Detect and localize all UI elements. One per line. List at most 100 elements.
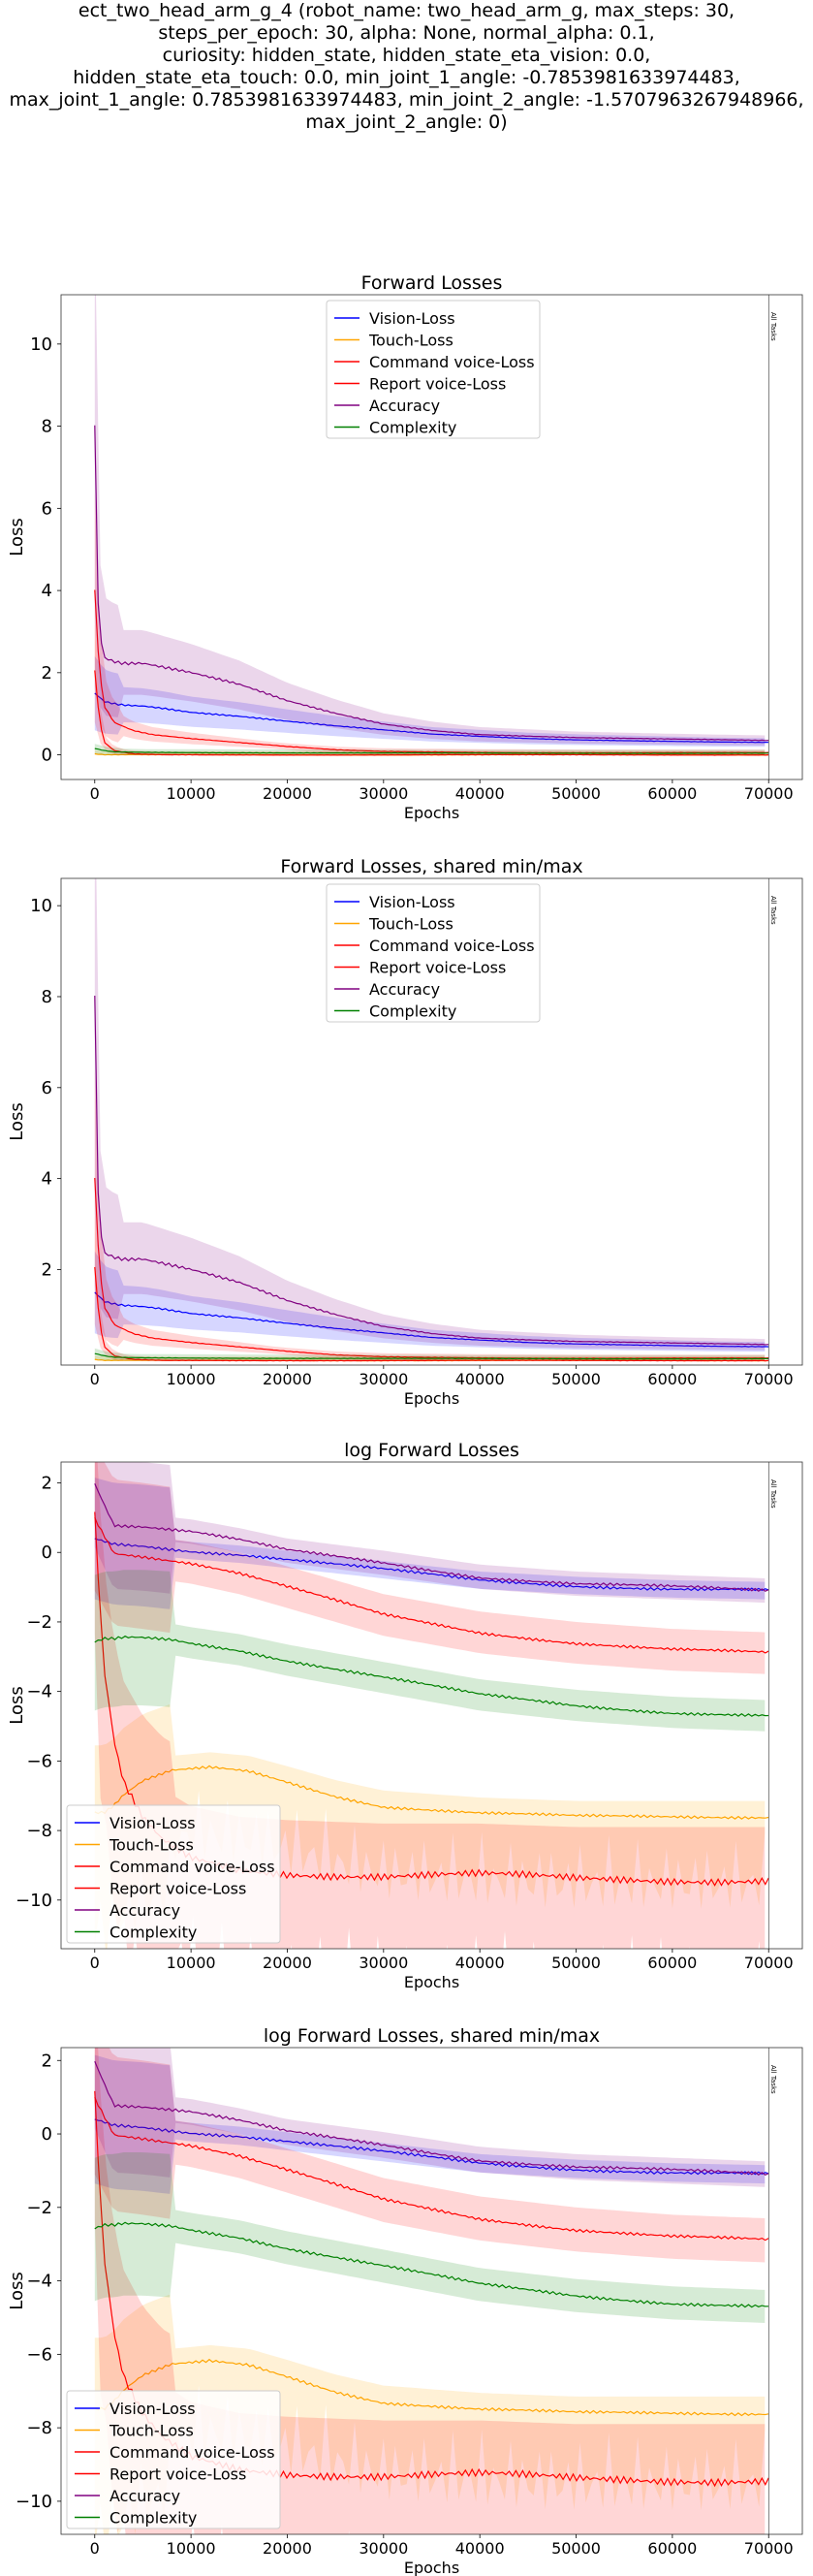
axes-frame [60,1461,803,1950]
x-tick-label: 30000 [359,1954,408,1972]
chart-panel: All Tasks 0 10000 20000 30000 40000 50000 60000… [7,1440,803,1991]
x-axis-label: Epochs [404,2559,459,2576]
suptitle-line: ect_two_head_arm_g_4 (robot_name: two_he… [78,0,735,21]
series-line [94,1352,769,1360]
series-band [94,1462,766,1674]
x-tick-label: 60000 [647,1370,697,1388]
legend: Vision-Loss Touch-Loss Command voice-Loss R… [66,1804,281,1944]
legend-label: Accuracy [109,2487,180,2505]
y-tick-label: −10 [16,2492,52,2512]
y-tick-label: −10 [16,1891,52,1911]
x-tick-label: 0 [90,1954,100,1972]
legend-label: Complexity [109,2509,197,2528]
series-layer [94,878,769,1362]
series-band [94,1478,766,1609]
y-tick-label: −2 [26,1612,52,1633]
y-tick-label: −8 [26,1821,52,1841]
series-line [94,1483,769,1592]
axes-frame [60,294,803,780]
chart-title: Forward Losses [361,272,503,294]
all-tasks-marker-label: All Tasks [769,312,777,341]
legend-label: Vision-Loss [369,309,455,328]
x-tick-label: 20000 [263,1370,312,1388]
y-tick-label: 10 [30,334,52,355]
chart-panel: All Tasks 0 10000 20000 30000 40000 50000 60000… [7,2025,803,2576]
legend-label: Report voice-Loss [109,2465,246,2484]
legend-label: Report voice-Loss [369,959,506,977]
x-tick-label: 20000 [263,1954,312,1972]
series-line [94,670,769,756]
series-band [94,1462,766,1604]
y-tick-label: 0 [42,2124,52,2145]
x-tick-label: 30000 [359,784,408,803]
legend-label: Command voice-Loss [109,2443,275,2462]
x-tick-label: 40000 [455,784,505,803]
legend: Vision-Loss Touch-Loss Command voice-Loss R… [326,883,541,1023]
series-line [94,1538,769,1592]
series-line [94,2096,769,2242]
y-tick-label: 2 [42,2051,52,2071]
series-band [94,2048,766,2187]
suptitle-line: curiosity: hidden_state, hidden_state_et… [162,45,651,66]
series-band [94,1570,766,1732]
legend-label: Complexity [369,1002,456,1021]
series-line [94,2118,769,2176]
legend-label: Accuracy [369,980,440,999]
y-tick-label: 4 [42,581,52,601]
y-tick-label: 8 [42,417,52,437]
series-line [94,1266,769,1362]
series-line [94,995,769,1346]
x-tick-label: 60000 [647,2539,697,2558]
x-tick-label: 40000 [455,2539,505,2558]
suptitle-line: hidden_state_eta_touch: 0.0, min_joint_1… [73,67,740,88]
x-tick-label: 50000 [551,784,601,803]
chart-panel: All Tasks 0 10000 20000 30000 40000 50000 60000… [7,272,803,822]
suptitle-line: steps_per_epoch: 30, alpha: None, normal… [158,22,655,44]
x-tick-label: 0 [90,784,100,803]
y-tick-label: −2 [26,2198,52,2218]
series-band [94,492,766,755]
x-tick-label: 70000 [744,2539,794,2558]
y-tick-label: −8 [26,2418,52,2438]
x-tick-label: 10000 [167,784,216,803]
y-axis-label: Loss [7,1102,27,1140]
suptitle-line: max_joint_1_angle: 0.7853981633974483, m… [9,89,804,111]
series-line [94,2060,769,2176]
x-tick-label: 20000 [263,2539,312,2558]
x-tick-label: 10000 [167,2539,216,2558]
x-tick-label: 70000 [744,1954,794,1972]
series-line [94,1635,769,1717]
series-band [94,2294,766,2534]
legend-label: Touch-Loss [109,2422,194,2440]
legend-label: Command voice-Loss [109,1858,275,1876]
y-tick-label: 4 [42,1169,52,1190]
x-tick-label: 60000 [647,784,697,803]
legend-label: Accuracy [109,1901,180,1920]
y-tick-label: 8 [42,987,52,1007]
series-band [94,1251,766,1352]
x-tick-label: 30000 [359,2539,408,2558]
y-axis-label: Loss [7,1686,27,1724]
legend-label: Report voice-Loss [369,375,506,394]
y-tick-label: 10 [30,896,52,916]
series-band [94,2054,766,2194]
y-tick-label: 0 [42,746,52,766]
chart-title: log Forward Losses, shared min/max [264,2025,600,2047]
y-tick-label: −4 [26,2272,52,2292]
series-line [94,589,769,754]
series-band [94,1703,766,1949]
series-band [94,2048,766,2263]
series-line [94,1291,769,1348]
x-axis-label: Epochs [404,1973,459,1991]
y-tick-label: 6 [42,1078,52,1098]
x-tick-label: 50000 [551,2539,601,2558]
legend-label: Touch-Loss [109,1836,194,1855]
legend: Vision-Loss Touch-Loss Command voice-Loss R… [326,300,541,439]
x-tick-label: 50000 [551,1954,601,1972]
x-tick-label: 40000 [455,1370,505,1388]
y-axis-label: Loss [7,518,27,556]
series-line [94,1765,769,1820]
all-tasks-marker-label: All Tasks [769,1479,777,1509]
legend-box [66,2390,281,2529]
series-band [94,744,766,755]
